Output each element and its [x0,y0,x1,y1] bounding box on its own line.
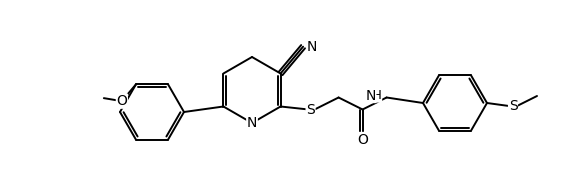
Text: N: N [307,40,318,54]
Text: S: S [509,99,518,113]
Text: H: H [371,89,382,102]
Text: N: N [365,88,376,103]
Text: N: N [247,116,257,130]
Text: O: O [116,94,128,108]
Text: O: O [357,132,368,146]
Text: S: S [306,103,315,116]
